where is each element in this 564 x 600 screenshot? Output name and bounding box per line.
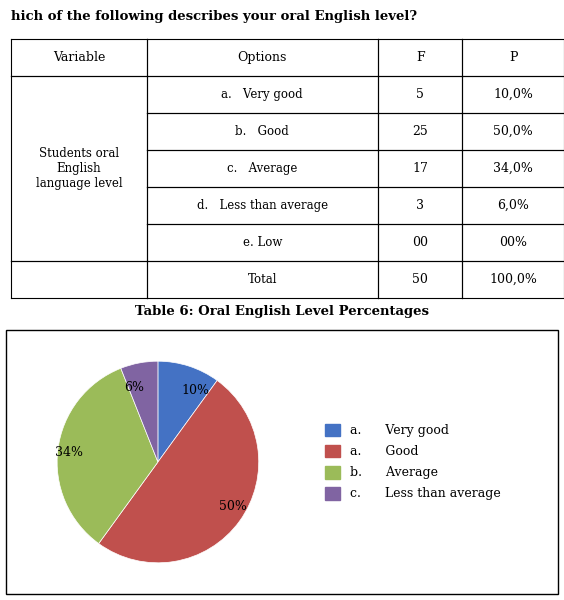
Text: Students oral
English
language level: Students oral English language level	[36, 147, 122, 190]
Text: 34%: 34%	[55, 446, 83, 459]
Text: Total: Total	[248, 273, 277, 286]
Text: b.   Good: b. Good	[235, 125, 289, 138]
Text: 34,0%: 34,0%	[494, 162, 533, 175]
Text: P: P	[509, 51, 518, 64]
Text: 50: 50	[412, 273, 428, 286]
Text: d.   Less than average: d. Less than average	[197, 199, 328, 212]
Text: 00%: 00%	[499, 236, 527, 249]
Text: 00: 00	[412, 236, 428, 249]
Wedge shape	[57, 368, 158, 544]
Text: 10%: 10%	[181, 383, 209, 397]
Text: 100,0%: 100,0%	[490, 273, 537, 286]
Text: 3: 3	[416, 199, 424, 212]
Text: c.   Average: c. Average	[227, 162, 297, 175]
Text: hich of the following describes your oral English level?: hich of the following describes your ora…	[11, 10, 417, 23]
Text: 10,0%: 10,0%	[494, 88, 533, 101]
Text: Variable: Variable	[53, 51, 105, 64]
Text: 5: 5	[416, 88, 424, 101]
Text: 25: 25	[412, 125, 428, 138]
Text: 6%: 6%	[124, 381, 144, 394]
Text: e. Low: e. Low	[243, 236, 282, 249]
Text: Options: Options	[237, 51, 287, 64]
Text: F: F	[416, 51, 425, 64]
Text: 50,0%: 50,0%	[494, 125, 533, 138]
Text: 50%: 50%	[219, 500, 247, 513]
Wedge shape	[121, 361, 158, 462]
Text: 6,0%: 6,0%	[497, 199, 529, 212]
Text: Table 6: Oral English Level Percentages: Table 6: Oral English Level Percentages	[135, 305, 429, 317]
Text: a.   Very good: a. Very good	[222, 88, 303, 101]
Wedge shape	[99, 380, 259, 563]
Wedge shape	[158, 361, 217, 462]
Text: 17: 17	[412, 162, 428, 175]
Legend: a.      Very good, a.      Good, b.      Average, c.      Less than average: a. Very good, a. Good, b. Average, c. Le…	[320, 419, 506, 505]
